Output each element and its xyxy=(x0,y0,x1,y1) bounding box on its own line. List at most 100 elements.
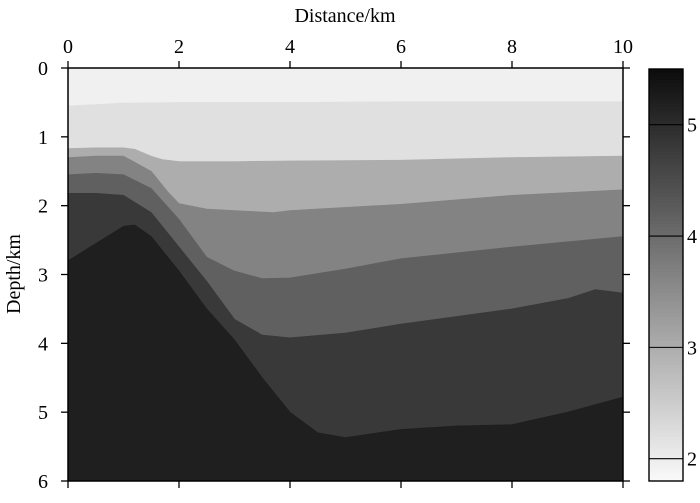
colorbar-segment xyxy=(649,295,683,300)
colorbar-segment xyxy=(649,405,683,410)
colorbar-segment xyxy=(649,292,683,297)
x-tick-label: 4 xyxy=(285,36,295,58)
colorbar-segment xyxy=(649,199,683,204)
colorbar-segment xyxy=(649,72,683,77)
colorbar-segment xyxy=(649,196,683,201)
colorbar-segment xyxy=(649,463,683,468)
colorbar-segment xyxy=(649,415,683,420)
colorbar-segment xyxy=(649,220,683,225)
colorbar-segment xyxy=(649,350,683,355)
colorbar-segment xyxy=(649,408,683,413)
colorbar-segment xyxy=(649,93,683,98)
colorbar-segment xyxy=(649,336,683,341)
colorbar-segment xyxy=(649,436,683,441)
colorbar-segment xyxy=(649,216,683,221)
colorbar-segment xyxy=(649,316,683,321)
colorbar-segment xyxy=(649,257,683,262)
colorbar-tick-label: 3 xyxy=(687,337,697,359)
colorbar-segment xyxy=(649,326,683,331)
y-tick-label: 1 xyxy=(38,127,48,149)
colorbar-segment xyxy=(649,309,683,314)
y-tick-label: 4 xyxy=(38,333,48,355)
x-tick-label: 10 xyxy=(613,36,633,58)
colorbar-segment xyxy=(649,209,683,214)
y-tick-label: 5 xyxy=(38,402,48,424)
colorbar-segment xyxy=(649,281,683,286)
colorbar-segment xyxy=(649,106,683,111)
colorbar-segment xyxy=(649,299,683,304)
colorbar-segment xyxy=(649,446,683,451)
colorbar-segment xyxy=(649,261,683,266)
colorbar-segment xyxy=(649,137,683,142)
colorbar-segment xyxy=(649,113,683,118)
y-tick-label: 0 xyxy=(38,58,48,80)
colorbar-segment xyxy=(649,450,683,455)
colorbar-segment xyxy=(649,319,683,324)
colorbar-segment xyxy=(649,312,683,317)
colorbar-segment xyxy=(649,323,683,328)
colorbar-segment xyxy=(649,343,683,348)
colorbar-segment xyxy=(649,305,683,310)
colorbar-segment xyxy=(649,120,683,125)
colorbar-segment xyxy=(649,378,683,383)
colorbar-segment xyxy=(649,333,683,338)
colorbar-segment xyxy=(649,412,683,417)
colorbar-tick-label: 2 xyxy=(687,449,697,471)
colorbar-segment xyxy=(649,470,683,475)
colorbar-segment xyxy=(649,75,683,80)
colorbar-segment xyxy=(649,158,683,163)
colorbar-segment xyxy=(649,206,683,211)
colorbar-segment xyxy=(649,432,683,437)
y-axis-title: Depth/km xyxy=(3,234,25,314)
colorbar-segment xyxy=(649,247,683,252)
colorbar-segment xyxy=(649,285,683,290)
colorbar-segment xyxy=(649,271,683,276)
colorbar-tick-label: 5 xyxy=(687,115,697,137)
colorbar-tick-label: 4 xyxy=(687,226,697,248)
colorbar-segment xyxy=(649,86,683,91)
colorbar-segment xyxy=(649,419,683,424)
colorbar-segment xyxy=(649,384,683,389)
colorbar-segment xyxy=(649,474,683,479)
colorbar-segment xyxy=(649,460,683,465)
colorbar-segment xyxy=(649,288,683,293)
colorbar-segment xyxy=(649,426,683,431)
colorbar-segment xyxy=(649,202,683,207)
colorbar-segment xyxy=(649,439,683,444)
colorbar-segment xyxy=(649,134,683,139)
colorbar-segment xyxy=(649,182,683,187)
colorbar-segment xyxy=(649,69,683,74)
y-tick-label: 2 xyxy=(38,196,48,218)
colorbar-segment xyxy=(649,172,683,177)
colorbar-segment xyxy=(649,364,683,369)
colorbar-segment xyxy=(649,213,683,218)
colorbar-segment xyxy=(649,357,683,362)
colorbar-segment xyxy=(649,168,683,173)
colorbar-segment xyxy=(649,467,683,472)
colorbar-segment xyxy=(649,244,683,249)
velocity-layers xyxy=(68,68,623,481)
colorbar-segment xyxy=(649,371,683,376)
colorbar-segment xyxy=(649,110,683,115)
layer-6 xyxy=(68,224,623,481)
x-tick-label: 0 xyxy=(63,36,73,58)
colorbar-segment xyxy=(649,151,683,156)
colorbar-segment xyxy=(649,340,683,345)
colorbar-segment xyxy=(649,79,683,84)
colorbar-segment xyxy=(649,429,683,434)
colorbar-segment xyxy=(649,391,683,396)
colorbar-segment xyxy=(649,254,683,259)
y-tick-label: 6 xyxy=(38,471,48,493)
y-axis: 0 1 2 3 4 5 6 xyxy=(38,58,630,493)
colorbar-segment xyxy=(649,223,683,228)
colorbar-segment xyxy=(649,329,683,334)
x-tick-label: 2 xyxy=(174,36,184,58)
colorbar-segment xyxy=(649,353,683,358)
colorbar-segment xyxy=(649,226,683,231)
colorbar-segment xyxy=(649,275,683,280)
colorbar-segment xyxy=(649,360,683,365)
y-tick-label: 3 xyxy=(38,265,48,287)
colorbar-segment xyxy=(649,117,683,122)
colorbar-segment xyxy=(649,264,683,269)
colorbar-segment xyxy=(649,147,683,152)
